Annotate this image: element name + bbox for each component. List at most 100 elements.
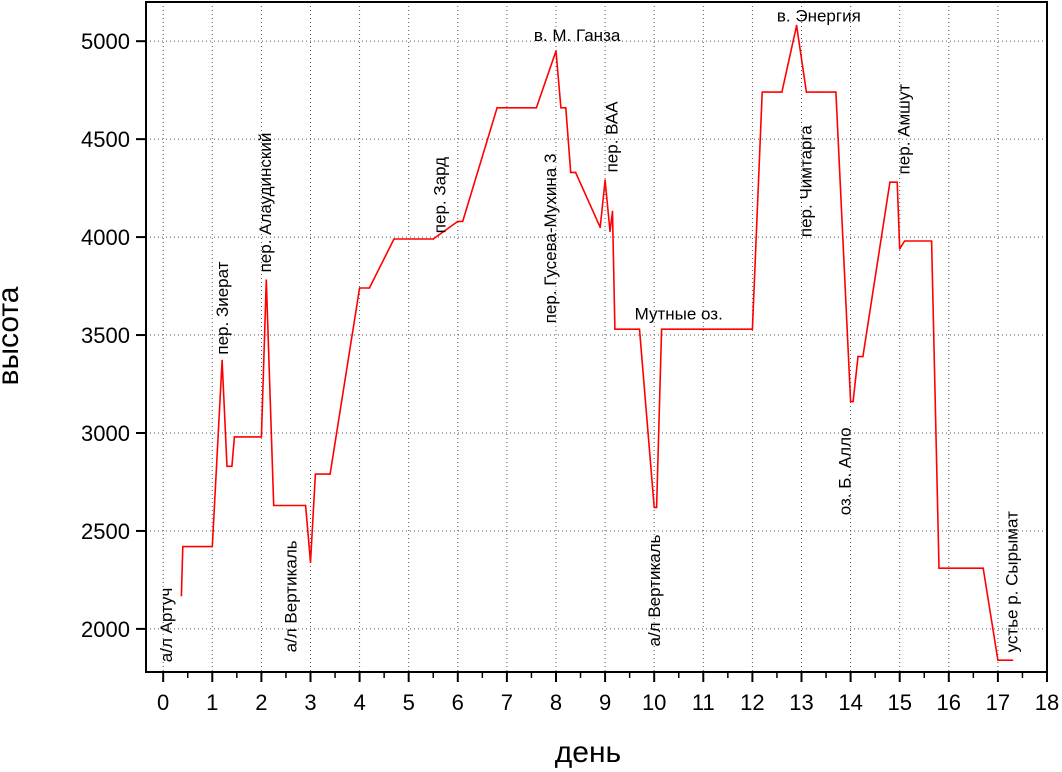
x-tick-label: 15 bbox=[887, 690, 911, 715]
data-point bbox=[211, 545, 214, 548]
annotation-label: пер. Гусева-Мухина 3 bbox=[541, 154, 560, 324]
data-point bbox=[182, 545, 184, 548]
data-point bbox=[938, 567, 940, 569]
series-layer bbox=[180, 24, 1014, 662]
data-point bbox=[943, 567, 945, 569]
x-axis-title: день bbox=[555, 736, 621, 769]
data-point bbox=[751, 328, 754, 330]
annotation-label: Мутные оз. bbox=[635, 304, 723, 323]
x-tick-label: 5 bbox=[403, 690, 415, 715]
annotation-label: пер. Алаудинский bbox=[256, 133, 275, 273]
annotation-label: а/л Вертикаль bbox=[645, 534, 664, 646]
data-point bbox=[903, 240, 906, 242]
data-point bbox=[638, 328, 641, 330]
annotation-label: в. Энергия bbox=[777, 7, 861, 26]
data-point bbox=[496, 106, 498, 109]
data-point bbox=[660, 328, 663, 330]
data-point bbox=[272, 504, 275, 507]
data-point bbox=[304, 504, 307, 507]
data-point bbox=[180, 594, 183, 597]
data-point bbox=[898, 248, 901, 250]
data-point bbox=[393, 238, 395, 240]
y-tick-label: 2500 bbox=[81, 519, 130, 544]
data-point bbox=[329, 473, 331, 475]
annotation-label: а/л Вертикаль bbox=[282, 540, 301, 652]
x-tick-label: 11 bbox=[692, 690, 715, 715]
data-point bbox=[265, 279, 268, 281]
x-tick-label: 12 bbox=[740, 690, 764, 715]
data-point bbox=[997, 659, 999, 662]
data-point bbox=[815, 91, 818, 93]
data-point bbox=[663, 328, 665, 330]
x-tick-label: 14 bbox=[838, 690, 862, 715]
y-tick-label: 3500 bbox=[81, 323, 130, 348]
data-point bbox=[852, 400, 854, 403]
data-point bbox=[611, 210, 614, 213]
x-tick-label: 1 bbox=[206, 690, 218, 715]
x-tick-label: 7 bbox=[501, 690, 513, 715]
data-point bbox=[889, 181, 891, 184]
annotation-label: а/л Артуч bbox=[157, 588, 176, 663]
data-point bbox=[226, 465, 228, 468]
data-point bbox=[314, 473, 317, 475]
annotation-label: пер. ВАА bbox=[602, 101, 621, 173]
data-point bbox=[1011, 659, 1014, 662]
data-point bbox=[702, 328, 705, 330]
annotation-label: пер. Зард bbox=[431, 157, 450, 233]
x-tick-label: 0 bbox=[157, 690, 169, 715]
data-point bbox=[609, 230, 611, 233]
x-tick-label: 4 bbox=[353, 690, 365, 715]
data-point bbox=[862, 355, 864, 358]
data-point bbox=[309, 561, 312, 564]
y-tick-label: 3000 bbox=[81, 421, 130, 446]
plot-frame bbox=[145, 1, 1048, 673]
data-point bbox=[555, 50, 557, 52]
data-point bbox=[260, 436, 263, 438]
data-point bbox=[604, 179, 606, 182]
data-point bbox=[456, 220, 459, 223]
data-point bbox=[368, 287, 371, 289]
annotation-label: оз. Б. Алло bbox=[836, 427, 855, 515]
data-point bbox=[795, 24, 798, 27]
annotation-label: в. М. Ганза bbox=[534, 26, 621, 45]
annotation-label: пер. Амшут bbox=[895, 84, 914, 175]
data-point bbox=[231, 465, 233, 468]
data-point bbox=[236, 436, 238, 438]
annotations-layer: а/л Артуч пер. Зиерат пер. Алаудинский а/л … bbox=[157, 7, 1022, 663]
data-point bbox=[432, 238, 435, 240]
y-axis-title: высота bbox=[0, 286, 25, 385]
annotation-label: пер. Чимтарга bbox=[796, 125, 815, 237]
annotation-label: устье р. Сырымат bbox=[1003, 511, 1022, 652]
y-tick-label: 5000 bbox=[81, 29, 130, 54]
data-point bbox=[461, 220, 464, 223]
data-point bbox=[574, 171, 577, 174]
data-point bbox=[565, 106, 567, 109]
data-point bbox=[619, 328, 621, 330]
data-point bbox=[896, 181, 899, 184]
data-point bbox=[535, 106, 538, 109]
data-point bbox=[614, 328, 616, 330]
data-point bbox=[849, 400, 852, 403]
data-point bbox=[599, 226, 601, 229]
data-point bbox=[857, 355, 859, 358]
data-point bbox=[233, 436, 236, 438]
altitude-series-line bbox=[180, 24, 1013, 662]
x-tick-label: 8 bbox=[550, 690, 562, 715]
data-point bbox=[655, 506, 658, 509]
data-point bbox=[761, 91, 764, 93]
x-tick-label: 18 bbox=[1035, 690, 1059, 715]
data-point bbox=[358, 287, 361, 289]
data-point bbox=[982, 567, 984, 569]
y-tick-label: 4500 bbox=[81, 127, 130, 152]
data-point bbox=[280, 504, 282, 507]
axis-ticks: 0 1 2 3 4 5 6 7 8 9 10 11 12 13 14 15 16 17 18200025003000… bbox=[81, 29, 1059, 715]
plot-border bbox=[145, 1, 1048, 673]
x-tick-label: 6 bbox=[452, 690, 464, 715]
data-point bbox=[560, 106, 562, 109]
x-tick-label: 3 bbox=[304, 690, 316, 715]
data-point bbox=[805, 91, 808, 93]
x-tick-label: 13 bbox=[789, 690, 813, 715]
data-point bbox=[930, 240, 933, 242]
data-point bbox=[653, 506, 655, 509]
